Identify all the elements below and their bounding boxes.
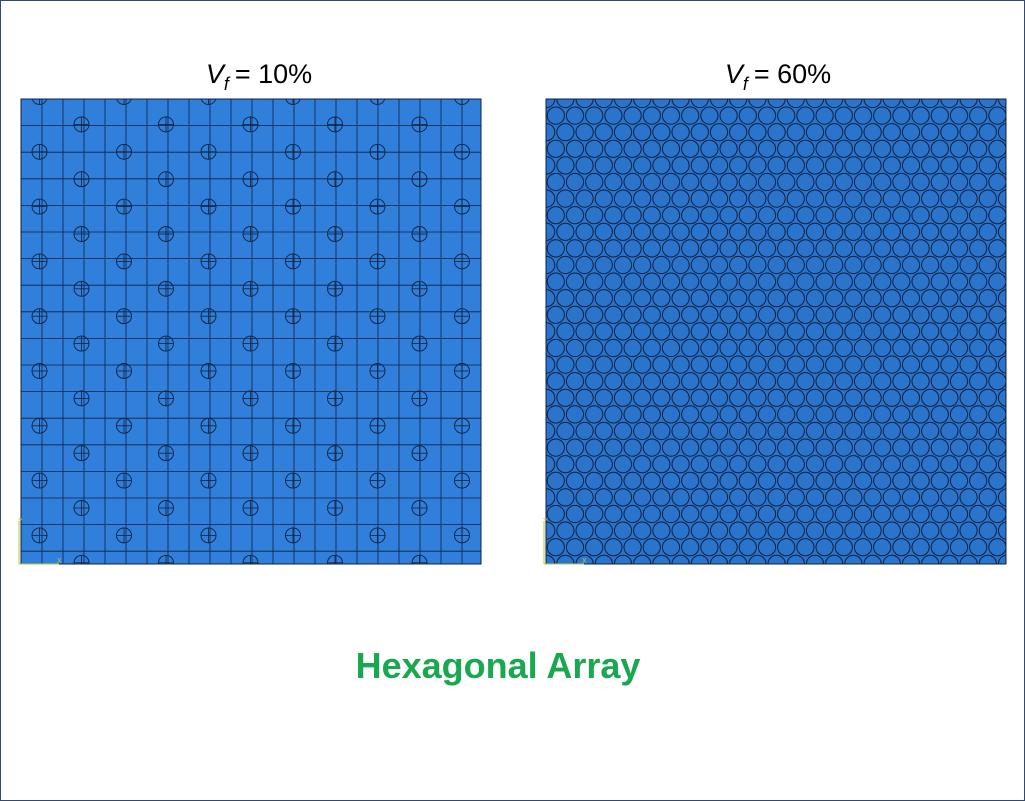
- fiber: [528, 373, 545, 390]
- fiber: [528, 140, 545, 157]
- fiber: [518, 124, 535, 141]
- fiber: [528, 273, 545, 290]
- fiber: [528, 472, 545, 489]
- panel-title: Vf= 60%: [725, 59, 831, 94]
- fiber: [1, 391, 5, 406]
- triad-label: Y: [543, 518, 548, 525]
- fiber: [528, 539, 545, 556]
- fiber: [528, 173, 545, 190]
- fiber: [1, 172, 5, 187]
- fiber: [518, 290, 535, 307]
- value-text: = 60%: [754, 59, 831, 89]
- slide-canvas: Vf= 10% Vf= 60% Y X Y X Hexagonal Array: [1, 1, 1024, 800]
- fiber: [1, 281, 5, 296]
- mesh-right: [518, 90, 1015, 572]
- fiber: [518, 157, 535, 174]
- fiber: [528, 439, 545, 456]
- fiber: [528, 306, 545, 323]
- mesh-background: [21, 99, 481, 564]
- fiber: [518, 323, 535, 340]
- triad-label: X: [57, 558, 62, 565]
- fiber: [1, 227, 5, 242]
- fiber: [528, 406, 545, 423]
- fiber: [528, 107, 545, 124]
- mesh-left: [1, 90, 481, 571]
- subscript: f: [224, 74, 231, 94]
- fiber: [518, 389, 535, 406]
- fiber: [1, 446, 5, 461]
- fiber: [518, 223, 535, 240]
- fiber: [528, 339, 545, 356]
- fiber: [518, 90, 535, 107]
- subscript: f: [743, 74, 750, 94]
- fiber: [518, 356, 535, 373]
- fiber: [1, 501, 5, 516]
- fiber: [528, 240, 545, 257]
- fiber: [528, 207, 545, 224]
- slide: Vf= 10% Vf= 60% Y X Y X Hexagonal Array: [0, 0, 1025, 801]
- fiber: [518, 522, 535, 539]
- fiber: [518, 422, 535, 439]
- fiber: [518, 256, 535, 273]
- fiber: [518, 555, 535, 572]
- fiber: [518, 456, 535, 473]
- triad-label: X: [582, 558, 587, 565]
- fiber: [1, 555, 5, 570]
- fiber: [518, 489, 535, 506]
- fiber: [1, 117, 5, 132]
- fiber: [1, 336, 5, 351]
- value-text: = 10%: [235, 59, 312, 89]
- fiber: [518, 190, 535, 207]
- caption: Hexagonal Array: [356, 645, 641, 686]
- panel-title: Vf= 10%: [206, 59, 312, 94]
- triad-label: Y: [18, 518, 23, 525]
